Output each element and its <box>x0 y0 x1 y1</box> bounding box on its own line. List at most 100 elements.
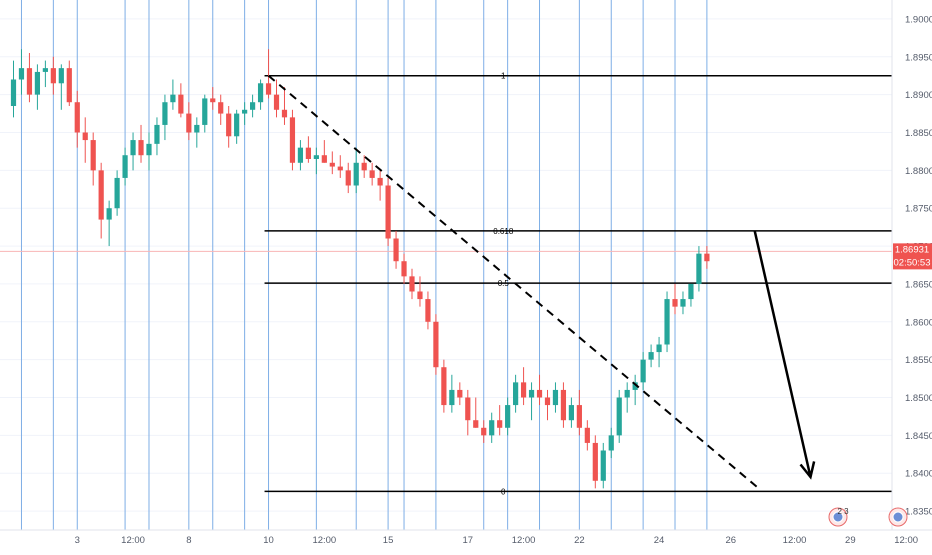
candle <box>704 246 710 269</box>
candle <box>528 382 535 421</box>
candle-body <box>353 162 359 186</box>
candle-body <box>680 299 686 307</box>
candle <box>592 435 598 489</box>
candle-body <box>385 185 391 239</box>
candle-body <box>146 143 152 156</box>
candle <box>130 132 136 171</box>
time-tick-label: 12:00 <box>783 535 807 546</box>
downtrend-line[interactable] <box>267 74 760 490</box>
candle <box>257 79 264 110</box>
candle <box>616 389 622 443</box>
price-tick-label: 1.86500 <box>905 279 932 290</box>
candle-body <box>425 299 431 322</box>
candle <box>552 382 559 413</box>
time-tick-label: 12:00 <box>312 535 336 546</box>
event-badges[interactable]: 2 3 <box>828 507 908 527</box>
candle <box>624 382 630 413</box>
candle <box>489 412 495 443</box>
candle-body <box>465 397 471 421</box>
candle <box>600 442 606 489</box>
fib-level-label: 1 <box>501 72 506 81</box>
candle <box>170 79 176 110</box>
event-badge[interactable] <box>888 507 908 527</box>
candle <box>513 374 519 413</box>
candle-body <box>441 367 447 406</box>
candle-body <box>210 98 216 103</box>
candle-body <box>186 113 192 133</box>
candle <box>281 87 288 125</box>
price-axis[interactable]: 1.83500 1.84000 1.84500 1.85000 1.85500 1.860… <box>905 14 932 517</box>
candle-body <box>226 113 232 137</box>
candle-body <box>106 208 112 220</box>
candle-body <box>289 117 296 163</box>
arrow-head[interactable] <box>799 461 816 480</box>
arrow-shaft[interactable] <box>753 230 812 478</box>
candle <box>42 60 48 88</box>
candle <box>58 64 64 110</box>
time-tick-label: 12:00 <box>512 535 536 546</box>
candle-body <box>409 276 415 292</box>
candle-body <box>18 68 25 80</box>
current-price-tag: 1.86931 02:50:53 <box>893 243 932 270</box>
candle-body <box>489 420 495 436</box>
candle <box>608 427 614 459</box>
projection-arrow[interactable] <box>753 230 816 480</box>
price-tick-label: 1.85000 <box>905 393 932 404</box>
price-tag-value: 1.86931 <box>895 244 929 255</box>
candle <box>465 389 471 436</box>
candle-body <box>305 147 311 159</box>
candle-body <box>297 147 304 163</box>
candle <box>337 155 343 178</box>
candle-body <box>624 389 630 398</box>
candle-body <box>664 299 670 345</box>
candle-body <box>544 397 551 406</box>
candle-body <box>584 427 590 443</box>
candle <box>34 64 41 110</box>
candle-body <box>265 83 272 95</box>
event-badge[interactable]: 2 3 <box>828 507 849 527</box>
price-tick-label: 1.84500 <box>905 431 932 442</box>
time-tick-label: 3 <box>75 535 80 546</box>
candle-body <box>433 321 439 368</box>
candle <box>457 382 463 406</box>
candles <box>10 49 710 489</box>
candle <box>98 162 104 239</box>
candle-body <box>369 170 375 178</box>
candle <box>194 117 200 148</box>
candle <box>648 344 654 368</box>
fib-level-label: 0.618 <box>493 227 514 236</box>
time-tick-label: 15 <box>383 535 394 546</box>
candle-body <box>616 397 622 436</box>
candle-body <box>66 68 72 103</box>
candle-body <box>393 238 399 262</box>
candle <box>10 60 17 118</box>
candle-body <box>114 177 120 209</box>
candle <box>26 53 33 103</box>
candle <box>656 336 662 368</box>
candle-body <box>178 94 184 114</box>
candle <box>18 49 25 95</box>
candle <box>234 109 240 144</box>
candle-body <box>345 170 351 186</box>
candle-body <box>50 68 56 84</box>
candle <box>297 140 304 171</box>
candle <box>696 246 702 292</box>
candle <box>226 106 232 148</box>
time-axis[interactable]: 3 12:00 8 10 12:00 15 17 12:00 22 24 26 12:00 29 12:0… <box>75 535 918 546</box>
candle <box>536 374 543 406</box>
candle-body <box>170 94 176 103</box>
candle-body <box>82 132 88 141</box>
candle-body <box>592 442 598 481</box>
candle <box>114 170 120 216</box>
price-tick-label: 1.84000 <box>905 469 932 480</box>
fib-level-label: 0 <box>501 487 506 496</box>
candle <box>210 87 216 110</box>
candle-body <box>194 124 200 133</box>
candle-body <box>528 389 535 398</box>
candle <box>146 132 152 171</box>
event-badge-count: 2 3 <box>837 507 849 516</box>
candle-body <box>520 382 527 398</box>
candle-body <box>10 79 17 106</box>
